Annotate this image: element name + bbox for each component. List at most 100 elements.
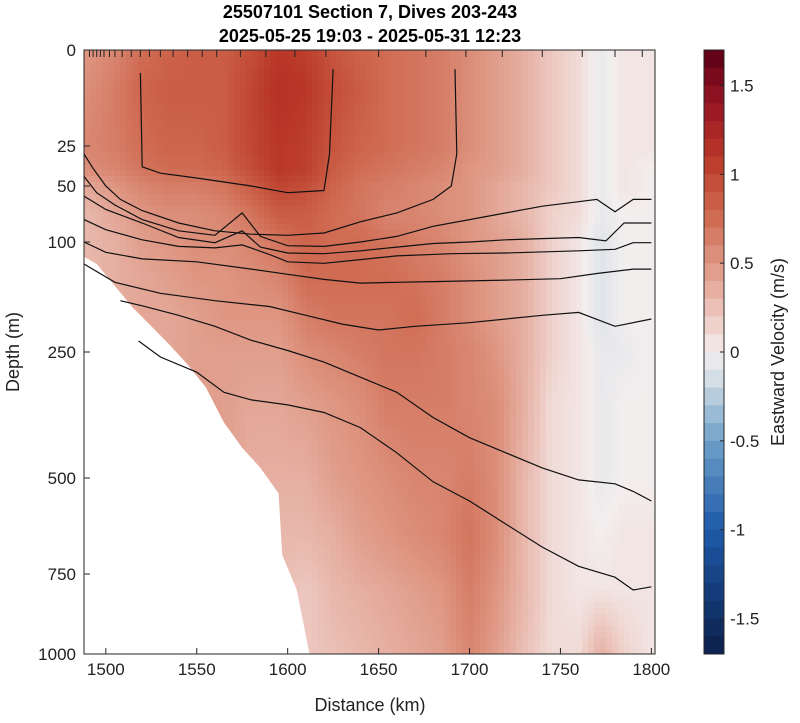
velocity-cell xyxy=(108,68,115,75)
velocity-cell xyxy=(144,158,151,165)
velocity-cell xyxy=(180,80,187,87)
velocity-cell xyxy=(204,74,211,81)
velocity-cell xyxy=(306,368,313,375)
velocity-cell xyxy=(216,212,223,219)
velocity-cell xyxy=(114,158,121,165)
velocity-cell xyxy=(264,68,271,75)
velocity-cell xyxy=(324,542,331,549)
velocity-cell xyxy=(180,182,187,189)
velocity-cell xyxy=(282,404,289,411)
velocity-cell xyxy=(186,134,193,141)
velocity-cell xyxy=(288,98,295,105)
velocity-cell xyxy=(234,416,241,423)
velocity-cell xyxy=(318,74,325,81)
velocity-cell xyxy=(294,560,301,567)
velocity-cell xyxy=(132,188,139,195)
velocity-cell xyxy=(222,296,229,303)
velocity-cell xyxy=(246,194,253,201)
velocity-cell xyxy=(228,242,235,249)
velocity-cell xyxy=(330,500,337,507)
velocity-cell xyxy=(360,572,367,579)
velocity-cell xyxy=(342,416,349,423)
velocity-cell xyxy=(360,374,367,381)
velocity-cell xyxy=(84,146,91,153)
velocity-cell xyxy=(378,290,385,297)
velocity-cell xyxy=(84,236,91,243)
velocity-cell xyxy=(168,194,175,201)
velocity-cell xyxy=(348,98,355,105)
velocity-cell xyxy=(342,524,349,531)
velocity-cell xyxy=(288,206,295,213)
velocity-cell xyxy=(240,164,247,171)
velocity-cell xyxy=(162,248,169,255)
velocity-cell xyxy=(342,458,349,465)
velocity-cell xyxy=(114,176,121,183)
velocity-cell xyxy=(186,62,193,69)
velocity-cell xyxy=(198,62,205,69)
velocity-cell xyxy=(282,488,289,495)
velocity-cell xyxy=(294,356,301,363)
velocity-cell xyxy=(312,350,319,357)
velocity-cell xyxy=(378,200,385,207)
velocity-cell xyxy=(306,632,313,639)
velocity-cell xyxy=(156,182,163,189)
velocity-cell xyxy=(336,566,343,573)
velocity-cell xyxy=(360,554,367,561)
velocity-cell xyxy=(240,314,247,321)
velocity-cell xyxy=(90,152,97,159)
velocity-cell xyxy=(270,122,277,129)
velocity-cell xyxy=(210,122,217,129)
velocity-cell xyxy=(270,206,277,213)
velocity-cell xyxy=(174,296,181,303)
velocity-cell xyxy=(198,218,205,225)
velocity-cell xyxy=(114,254,121,261)
velocity-cell xyxy=(180,260,187,267)
velocity-cell xyxy=(300,110,307,117)
velocity-cell xyxy=(342,110,349,117)
velocity-cell xyxy=(366,386,373,393)
velocity-cell xyxy=(360,110,367,117)
velocity-cell xyxy=(372,80,379,87)
velocity-cell xyxy=(234,134,241,141)
velocity-cell xyxy=(120,68,127,75)
velocity-cell xyxy=(168,278,175,285)
velocity-cell xyxy=(300,398,307,405)
velocity-cell xyxy=(354,122,361,129)
velocity-cell xyxy=(108,92,115,99)
velocity-cell xyxy=(84,128,91,135)
velocity-cell xyxy=(348,164,355,171)
velocity-cell xyxy=(366,476,373,483)
velocity-cell xyxy=(240,206,247,213)
velocity-cell xyxy=(258,62,265,69)
velocity-cell xyxy=(312,302,319,309)
velocity-cell xyxy=(354,554,361,561)
velocity-cell xyxy=(276,224,283,231)
velocity-cell xyxy=(336,446,343,453)
velocity-cell xyxy=(198,188,205,195)
velocity-cell xyxy=(258,452,265,459)
velocity-cell xyxy=(162,254,169,261)
velocity-cell xyxy=(192,92,199,99)
velocity-cell xyxy=(288,368,295,375)
velocity-cell xyxy=(150,308,157,315)
velocity-cell xyxy=(228,302,235,309)
velocity-cell xyxy=(264,470,271,477)
velocity-cell xyxy=(330,392,337,399)
velocity-cell xyxy=(180,104,187,111)
velocity-cell xyxy=(348,218,355,225)
velocity-cell xyxy=(252,272,259,279)
velocity-cell xyxy=(288,524,295,531)
velocity-cell xyxy=(330,56,337,63)
velocity-cell xyxy=(336,626,343,633)
velocity-cell xyxy=(354,50,361,57)
velocity-cell xyxy=(150,230,157,237)
velocity-cell xyxy=(306,170,313,177)
velocity-cell xyxy=(360,104,367,111)
velocity-cell xyxy=(150,74,157,81)
velocity-cell xyxy=(270,170,277,177)
velocity-cell xyxy=(168,116,175,123)
velocity-cell xyxy=(282,512,289,519)
velocity-cell xyxy=(180,146,187,153)
velocity-cell xyxy=(318,140,325,147)
velocity-cell xyxy=(288,404,295,411)
